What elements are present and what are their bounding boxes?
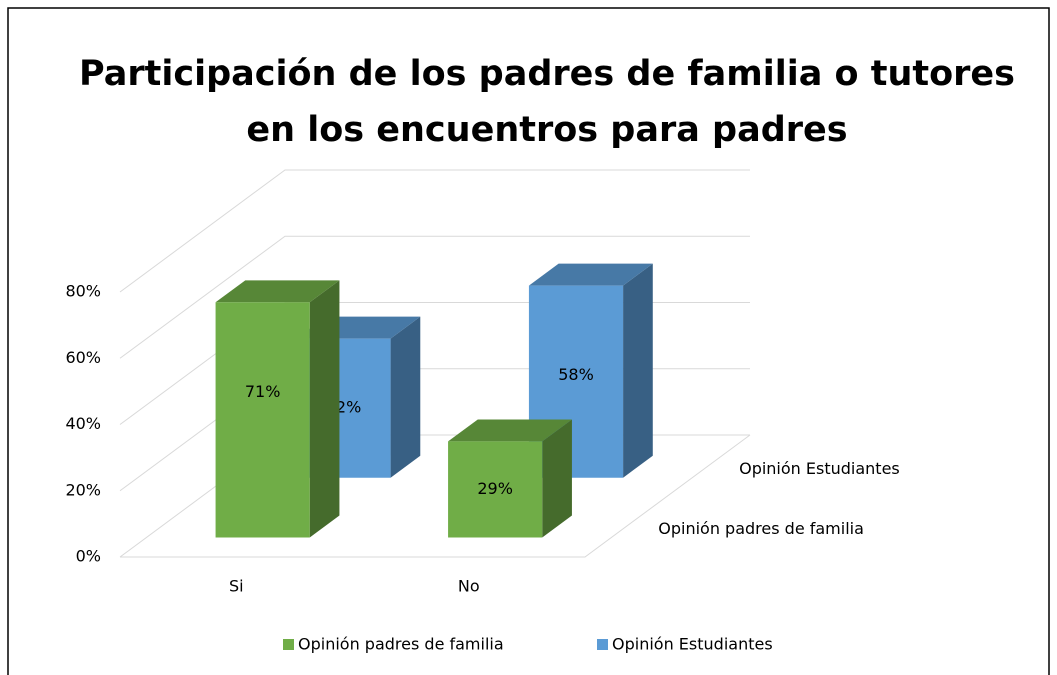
y-tick-label: 60%: [65, 348, 101, 367]
legend-swatch: [597, 639, 608, 650]
bar-top: [448, 419, 572, 442]
grid-line: [119, 434, 750, 558]
data-label: 29%: [477, 479, 513, 498]
chart-title: Participación de los padres de familia o…: [79, 54, 1015, 94]
bar-side: [309, 280, 340, 538]
legend-label: Opinión padres de familia: [298, 635, 504, 654]
bar-side: [623, 263, 653, 478]
floor-edge: [120, 434, 751, 558]
bar: [448, 441, 543, 538]
data-label: 58%: [558, 365, 594, 384]
legend-label: Opinión Estudiantes: [612, 635, 773, 654]
legend-swatch: [283, 639, 294, 650]
chart-title: en los encuentros para padres: [246, 110, 847, 150]
depth-label: Opinión Estudiantes: [739, 459, 900, 478]
y-tick-label: 20%: [65, 480, 101, 499]
bar-top: [528, 263, 653, 286]
y-tick-label: 80%: [65, 282, 101, 301]
x-tick-label: No: [458, 577, 480, 596]
grid-line: [119, 302, 750, 425]
x-tick-label: Si: [229, 577, 244, 596]
bar: [215, 302, 310, 538]
grid-line: [119, 368, 750, 492]
grid-line: [119, 235, 750, 359]
depth-label: Opinión padres de familia: [658, 519, 864, 538]
data-label: 71%: [245, 382, 281, 401]
bar-side: [390, 316, 421, 478]
frame: [7, 7, 1050, 675]
grid-line: [119, 169, 750, 293]
bar-side: [542, 419, 572, 538]
y-tick-label: 40%: [65, 414, 101, 433]
bar-top: [215, 280, 340, 303]
y-tick-label: 0%: [76, 547, 101, 566]
